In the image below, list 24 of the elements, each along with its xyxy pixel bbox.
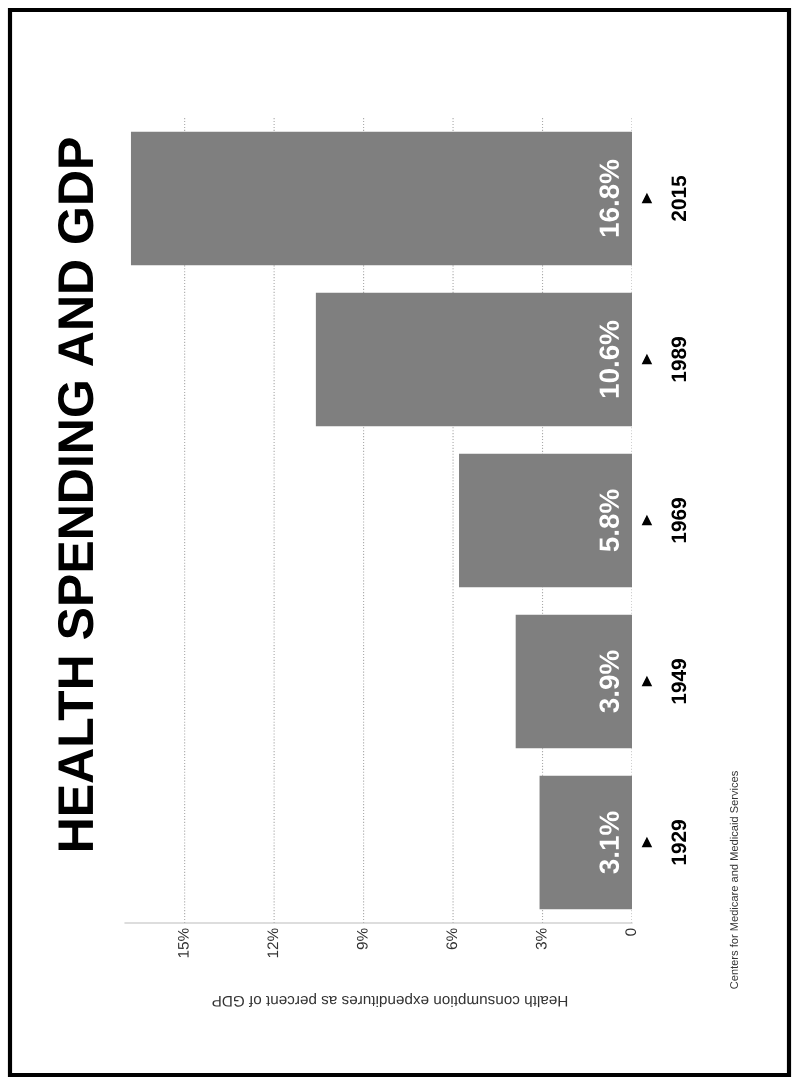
data-label: 10.6% bbox=[599, 320, 620, 398]
y-tick-label: 1969 bbox=[671, 498, 687, 543]
bar bbox=[130, 131, 632, 266]
text: HEALTH SPENDING AND GDP bbox=[58, 138, 94, 851]
bar bbox=[515, 614, 632, 749]
data-label: 3.1% bbox=[599, 811, 620, 874]
data-label: 16.8% bbox=[599, 159, 620, 237]
bar bbox=[315, 292, 632, 427]
data-label: 5.8% bbox=[599, 489, 620, 552]
x-tick-label: 15% bbox=[178, 928, 189, 958]
text: Centers for Medicare and Medicaid Services bbox=[729, 771, 738, 989]
x-tick-label: 6% bbox=[446, 928, 458, 950]
x-tick-label: 3% bbox=[535, 928, 547, 950]
bar bbox=[539, 775, 632, 910]
y-tick-label: 2015 bbox=[671, 175, 687, 221]
y-tick-label: 1989 bbox=[671, 337, 687, 382]
x-tick-label: 0 bbox=[625, 928, 637, 936]
bar bbox=[459, 453, 632, 588]
data-label: 3.9% bbox=[599, 650, 620, 713]
x-axis-title: Health consumption expenditures as percent of GDP bbox=[212, 992, 568, 1008]
x-tick-label: 12% bbox=[267, 928, 279, 958]
y-tick-label: 1949 bbox=[671, 659, 687, 704]
x-tick-label: 9% bbox=[356, 928, 368, 950]
y-tick-label: 1929 bbox=[671, 820, 687, 865]
